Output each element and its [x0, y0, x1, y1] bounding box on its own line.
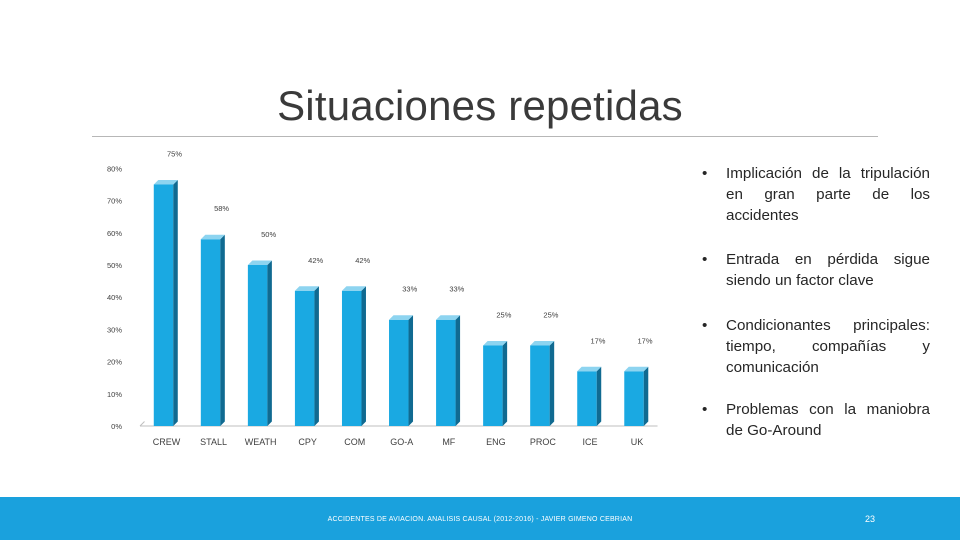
footer-bar: ACCIDENTES DE AVIACION. ANALISIS CAUSAL …: [0, 497, 960, 540]
bar-top: [436, 315, 461, 320]
y-tick-label: 40%: [107, 293, 122, 302]
bar-top: [624, 366, 649, 372]
bar: [200, 239, 221, 426]
data-label: 42%: [355, 256, 370, 265]
bar: [624, 371, 644, 426]
bar-side: [643, 366, 649, 426]
bar: [341, 290, 362, 426]
y-tick-label: 20%: [107, 358, 122, 367]
bullet-item: Entrada en pérdida sigue siendo un facto…: [702, 249, 930, 291]
category-label: CREW: [153, 437, 181, 447]
y-tick-label: 10%: [107, 390, 122, 399]
category-label: STALL: [200, 437, 227, 447]
bar: [436, 319, 456, 426]
bullet-item: Implicación de la tripulación en gran pa…: [702, 163, 930, 226]
data-label: 33%: [402, 285, 417, 294]
bar-top: [200, 234, 225, 240]
bar-top: [341, 286, 366, 291]
bar-top: [389, 315, 414, 320]
bar-side: [314, 286, 319, 426]
bullet-item: Condicionantes principales: tiempo, comp…: [702, 315, 930, 378]
bar: [153, 184, 174, 426]
category-label: ICE: [582, 437, 597, 447]
category-label: CPY: [298, 437, 317, 447]
category-label: WEATH: [245, 437, 277, 447]
bar: [530, 345, 550, 426]
bullet-text: Problemas con la maniobra de Go-Around: [726, 401, 930, 439]
category-label: UK: [631, 437, 644, 447]
bar: [294, 290, 315, 426]
page-number: 23: [864, 514, 875, 524]
bullet-text: Implicación de la tripulación en gran pa…: [726, 165, 930, 224]
bar-top: [530, 341, 555, 346]
bullet-item: Problemas con la maniobra de Go-Around: [702, 399, 930, 441]
y-tick-label: 0%: [111, 422, 122, 431]
data-label: 25%: [496, 311, 511, 320]
bar: [389, 319, 409, 426]
data-label: 33%: [449, 285, 464, 294]
y-tick-label: 80%: [107, 164, 122, 173]
bar-side: [502, 341, 508, 426]
bar-side: [173, 180, 178, 426]
bar: [483, 345, 503, 426]
data-label: 42%: [308, 256, 323, 265]
bar-side: [408, 315, 414, 426]
chart-labels: 0% 10% 20% 30% 40% 50% 60% 70% 80% CREW 75% STALL 58…: [107, 150, 653, 448]
data-label: 25%: [543, 311, 558, 320]
data-label: 50%: [261, 230, 276, 239]
bullet-text: Entrada en pérdida sigue siendo un facto…: [726, 251, 930, 289]
title-divider: [92, 136, 878, 137]
bar-side: [596, 366, 602, 426]
category-label: COM: [344, 437, 365, 447]
bar-side: [220, 234, 225, 426]
y-tick-label: 60%: [107, 229, 122, 238]
bar-side: [455, 315, 461, 426]
data-label: 75%: [167, 150, 182, 159]
data-label: 17%: [638, 336, 653, 345]
slide-title: Situaciones repetidas: [277, 82, 683, 129]
data-label: 58%: [214, 204, 229, 213]
data-label: 17%: [590, 336, 605, 345]
category-label: MF: [442, 437, 455, 447]
bar-top: [483, 341, 508, 346]
footer-caption: ACCIDENTES DE AVIACION. ANALISIS CAUSAL …: [327, 516, 633, 523]
bar-top: [294, 286, 319, 291]
bar: [247, 265, 268, 426]
bar-side: [361, 286, 366, 426]
category-label: GO-A: [390, 437, 413, 447]
bar-top: [247, 260, 272, 265]
bar-side: [549, 341, 555, 426]
y-tick-label: 30%: [107, 325, 122, 334]
chart-bars: [153, 180, 649, 426]
category-label: PROC: [530, 437, 557, 447]
x-axis-floor: [139, 421, 145, 427]
bar: [577, 371, 597, 426]
bar-side: [267, 260, 272, 426]
y-tick-label: 50%: [107, 261, 122, 270]
bar-top: [153, 180, 178, 185]
bar-top: [577, 366, 602, 372]
category-label: ENG: [486, 437, 506, 447]
bullet-text: Condicionantes principales: tiempo, comp…: [726, 317, 930, 376]
y-tick-label: 70%: [107, 197, 122, 206]
